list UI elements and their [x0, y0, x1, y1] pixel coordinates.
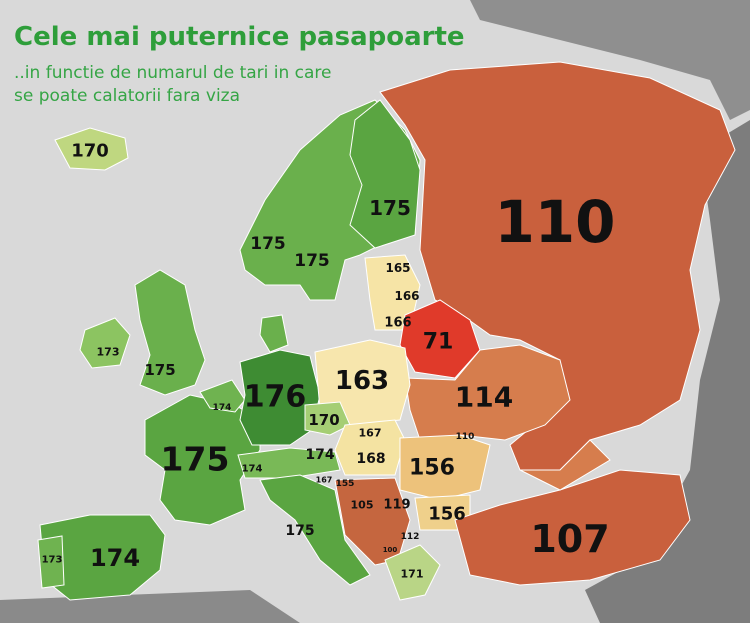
- value-label-serbia: 119: [383, 498, 410, 513]
- value-label-belarus: 71: [423, 330, 454, 355]
- subtitle-line-2: se poate calatorii fara viza: [14, 86, 241, 106]
- value-label-finland: 175: [369, 196, 411, 220]
- country-ukraine: [404, 344, 571, 441]
- value-label-iceland: 170: [71, 141, 109, 162]
- value-label-croatia: 155: [336, 479, 355, 489]
- value-label-slovenia: 167: [316, 476, 333, 485]
- value-label-switzerland: 174: [242, 464, 263, 475]
- value-label-uk: 175: [144, 361, 175, 379]
- value-label-bulgaria: 156: [428, 504, 466, 525]
- value-label-romania: 156: [409, 456, 455, 481]
- country-ireland: [79, 317, 131, 369]
- country-greece: [384, 544, 441, 601]
- subtitle-line-1: ..in functie de numarul de tari in care: [14, 63, 332, 83]
- value-label-greece: 171: [401, 568, 424, 581]
- country-caucasus: [519, 439, 611, 491]
- country-iceland: [54, 127, 129, 171]
- country-finland: [349, 99, 421, 249]
- asia-land: [585, 120, 750, 623]
- value-label-czechia: 170: [308, 411, 339, 429]
- value-label-hungary: 168: [356, 451, 385, 467]
- country-denmark: [259, 314, 289, 353]
- country-uk: [134, 269, 206, 396]
- value-label-bosnia: 105: [351, 499, 374, 512]
- value-label-france: 175: [161, 440, 230, 479]
- value-label-albania: 100: [383, 546, 398, 554]
- value-label-ireland: 173: [97, 346, 120, 359]
- passport-value-labels: 170 175 175 175 110 165 166 166 71 173 175 176 163 11…: [42, 141, 616, 581]
- value-label-austria: 174: [305, 447, 334, 463]
- value-label-spain: 174: [90, 544, 140, 572]
- value-label-russia: 110: [494, 188, 615, 256]
- country-czechia: [304, 401, 351, 436]
- country-germany: [239, 349, 321, 446]
- value-label-germany: 176: [244, 380, 307, 415]
- value-label-portugal: 173: [42, 555, 63, 566]
- arctic-land: [470, 0, 750, 120]
- country-romania: [399, 434, 491, 501]
- value-label-lithuania: 166: [384, 316, 411, 331]
- value-label-ukraine: 114: [455, 381, 513, 414]
- value-label-estonia: 165: [385, 261, 410, 275]
- value-label-latvia: 166: [394, 289, 419, 303]
- map-title: Cele mai puternice pasapoarte: [14, 22, 465, 52]
- value-label-italy: 175: [285, 523, 314, 539]
- country-austria: [237, 447, 341, 479]
- country-italy: [259, 474, 371, 586]
- value-label-poland: 163: [335, 366, 389, 396]
- value-label-norway: 175: [250, 234, 286, 254]
- value-label-slovakia: 167: [359, 427, 382, 440]
- country-turkey: [454, 469, 691, 586]
- value-label-moldova: 110: [456, 432, 475, 442]
- country-benelux: [199, 379, 246, 413]
- value-label-turkey: 107: [530, 517, 609, 561]
- value-label-sweden: 175: [294, 251, 330, 271]
- map-subtitle: ..in functie de numarul de tari in care …: [14, 62, 332, 108]
- country-hungary: [334, 419, 406, 476]
- country-portugal: [37, 535, 65, 589]
- value-label-netherlands: 174: [213, 403, 232, 413]
- value-label-montenegro: 112: [401, 532, 420, 542]
